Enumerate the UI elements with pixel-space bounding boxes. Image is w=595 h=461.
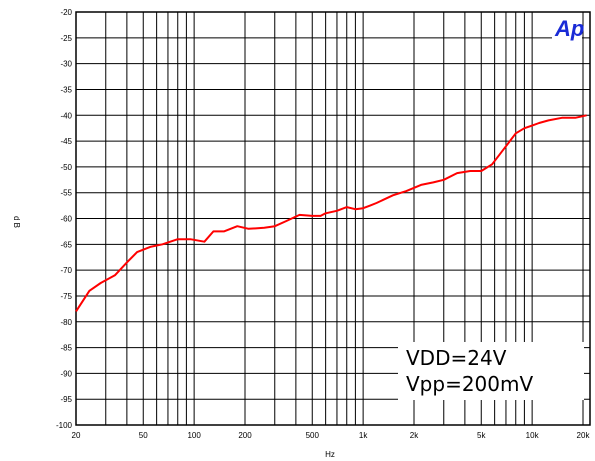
y-tick-label: -30	[60, 60, 72, 69]
y-tick-label: -45	[60, 137, 72, 146]
x-tick-label: 10k	[526, 431, 540, 440]
y-tick-label: -85	[60, 344, 72, 353]
y-tick-label: -100	[56, 421, 73, 430]
x-tick-label: 20k	[577, 431, 591, 440]
x-tick-label: 20	[72, 431, 81, 440]
x-tick-label: 1k	[359, 431, 368, 440]
y-tick-label: -20	[60, 8, 72, 17]
y-tick-label: -40	[60, 111, 72, 120]
y-tick-label: -50	[60, 163, 72, 172]
y-tick-label: -75	[60, 292, 72, 301]
y-tick-label: -55	[60, 189, 72, 198]
x-tick-label: 50	[139, 431, 148, 440]
x-tick-label: 200	[238, 431, 252, 440]
y-tick-label: -65	[60, 240, 72, 249]
x-tick-label: 500	[306, 431, 320, 440]
plot-border	[75, 11, 591, 426]
y-tick-label: -60	[60, 215, 72, 224]
series-line	[75, 114, 587, 312]
y-tick-label: -90	[60, 369, 72, 378]
annotation-vdd: VDD=24V	[406, 346, 507, 370]
x-axis-label: Hz	[325, 450, 335, 459]
x-tick-label: 5k	[477, 431, 486, 440]
annotation-background	[398, 342, 584, 400]
annotation-vpp: Vpp=200mV	[406, 372, 533, 396]
y-tick-label: -35	[60, 85, 72, 94]
logo-background	[552, 16, 582, 40]
y-axis-label: d B	[12, 216, 21, 228]
ap-logo: Ap	[554, 16, 584, 41]
y-tick-label: -95	[60, 395, 72, 404]
y-tick-label: -25	[60, 34, 72, 43]
x-tick-label: 100	[187, 431, 201, 440]
y-tick-labels: -20 -25 -30 -35 -40 -45 -50 -55 -60 -65 -70 -75 -80 -…	[56, 8, 73, 430]
x-tick-label: 2k	[410, 431, 419, 440]
y-tick-label: -80	[60, 318, 72, 327]
series-layer	[75, 114, 587, 312]
x-tick-labels: 20 50 100 200 500 1k 2k 5k 10k 20k	[72, 431, 591, 440]
y-tick-label: -70	[60, 266, 72, 275]
plot-frame	[75, 11, 591, 426]
